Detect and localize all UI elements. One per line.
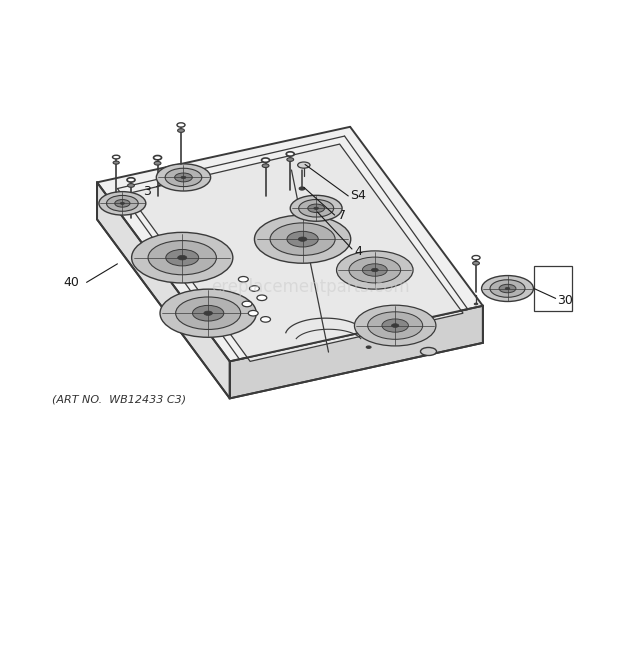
Ellipse shape [472,261,479,265]
Ellipse shape [472,256,480,260]
Ellipse shape [474,303,478,305]
Ellipse shape [391,324,399,327]
Ellipse shape [337,251,413,289]
Text: 7: 7 [338,209,346,222]
Ellipse shape [499,284,516,293]
Text: 3: 3 [143,182,166,198]
Bar [534,266,572,311]
Ellipse shape [115,200,130,207]
Text: 40: 40 [63,276,79,289]
Ellipse shape [371,268,378,272]
Ellipse shape [181,176,186,178]
Ellipse shape [128,184,135,187]
Ellipse shape [298,237,307,241]
Ellipse shape [287,158,294,161]
Text: 4: 4 [355,245,362,258]
Ellipse shape [127,178,135,182]
Ellipse shape [154,155,162,160]
Ellipse shape [112,155,120,159]
Ellipse shape [113,161,119,164]
Ellipse shape [99,192,146,215]
Ellipse shape [239,276,248,282]
Text: 30: 30 [557,294,573,307]
Ellipse shape [148,241,216,275]
Ellipse shape [299,187,305,190]
Ellipse shape [382,319,409,332]
Ellipse shape [242,301,252,307]
Ellipse shape [249,286,259,292]
Ellipse shape [314,207,319,210]
Ellipse shape [368,312,423,339]
Ellipse shape [505,288,510,290]
Text: ereplacementparts.com: ereplacementparts.com [211,278,409,296]
Ellipse shape [248,311,258,316]
Ellipse shape [490,280,525,297]
Ellipse shape [262,158,270,163]
Ellipse shape [290,196,342,221]
Ellipse shape [260,317,270,322]
Ellipse shape [257,295,267,301]
Ellipse shape [131,233,233,283]
Ellipse shape [254,215,351,263]
Ellipse shape [362,264,388,276]
Ellipse shape [193,305,224,321]
Ellipse shape [482,276,533,301]
Ellipse shape [420,348,436,356]
Ellipse shape [355,305,436,346]
Ellipse shape [366,346,371,348]
Ellipse shape [262,164,269,167]
Ellipse shape [165,169,202,186]
Ellipse shape [166,249,198,266]
Ellipse shape [175,297,241,329]
Ellipse shape [286,152,294,156]
Polygon shape [128,144,463,362]
Ellipse shape [299,200,334,217]
Ellipse shape [298,162,310,168]
Text: (ART NO.  WB12433 C3): (ART NO. WB12433 C3) [52,395,186,405]
Ellipse shape [349,257,401,283]
Polygon shape [97,127,483,362]
Ellipse shape [177,123,185,127]
Ellipse shape [178,255,187,260]
Ellipse shape [204,311,213,315]
Ellipse shape [287,231,318,247]
Ellipse shape [156,164,211,191]
Ellipse shape [154,161,161,165]
Ellipse shape [308,204,325,212]
Ellipse shape [270,223,335,255]
Polygon shape [230,306,483,399]
Ellipse shape [175,173,192,182]
Ellipse shape [107,196,138,212]
Ellipse shape [120,202,125,204]
Ellipse shape [160,289,256,337]
Ellipse shape [177,129,184,132]
Polygon shape [97,182,230,399]
Text: S4: S4 [350,190,366,202]
